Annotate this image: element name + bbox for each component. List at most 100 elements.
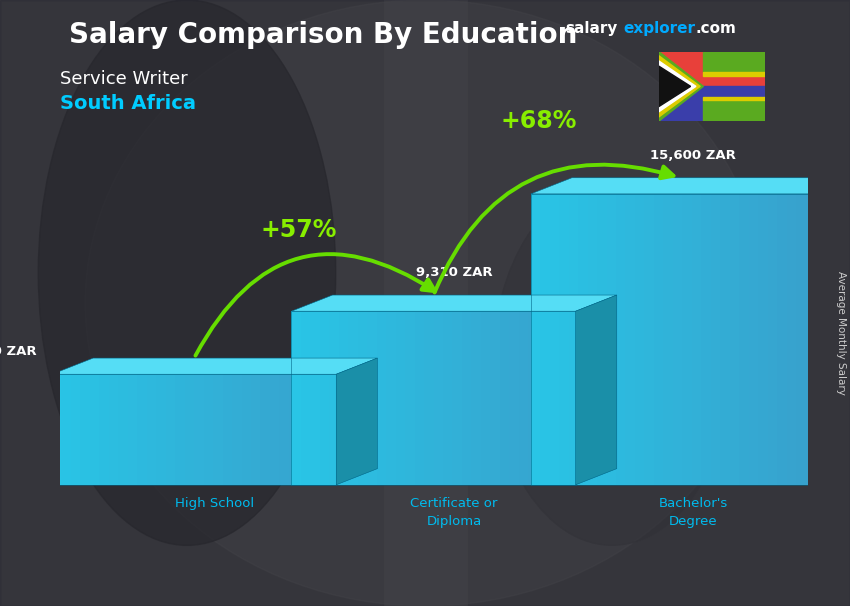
Polygon shape: [587, 194, 597, 485]
Polygon shape: [71, 375, 81, 485]
Polygon shape: [109, 375, 118, 485]
Polygon shape: [683, 194, 692, 485]
Polygon shape: [138, 375, 147, 485]
Polygon shape: [128, 375, 138, 485]
Polygon shape: [616, 194, 626, 485]
Polygon shape: [301, 311, 310, 485]
Polygon shape: [339, 311, 348, 485]
Polygon shape: [758, 194, 768, 485]
Polygon shape: [405, 311, 415, 485]
Polygon shape: [566, 311, 575, 485]
Polygon shape: [569, 194, 578, 485]
Bar: [703, 97, 765, 101]
Polygon shape: [692, 194, 701, 485]
Text: Bachelor's
Degree: Bachelor's Degree: [659, 497, 728, 528]
Polygon shape: [367, 311, 377, 485]
Polygon shape: [434, 311, 443, 485]
Polygon shape: [530, 178, 850, 194]
Polygon shape: [90, 375, 99, 485]
Polygon shape: [232, 375, 241, 485]
Polygon shape: [386, 311, 395, 485]
Polygon shape: [204, 375, 213, 485]
Polygon shape: [377, 311, 386, 485]
Polygon shape: [729, 194, 740, 485]
Polygon shape: [118, 375, 127, 485]
Polygon shape: [329, 311, 339, 485]
Polygon shape: [644, 194, 654, 485]
Polygon shape: [395, 311, 405, 485]
Polygon shape: [490, 311, 500, 485]
Polygon shape: [509, 311, 518, 485]
Bar: [659, 87, 765, 121]
Polygon shape: [720, 194, 729, 485]
Polygon shape: [175, 375, 184, 485]
Polygon shape: [806, 194, 815, 485]
Polygon shape: [415, 311, 424, 485]
Polygon shape: [815, 178, 850, 485]
FancyArrowPatch shape: [434, 165, 673, 293]
Polygon shape: [607, 194, 616, 485]
Polygon shape: [156, 375, 166, 485]
Polygon shape: [575, 295, 617, 485]
Polygon shape: [99, 375, 109, 485]
Polygon shape: [654, 194, 663, 485]
Polygon shape: [597, 194, 607, 485]
Text: Certificate or
Diploma: Certificate or Diploma: [411, 497, 498, 528]
Polygon shape: [547, 311, 557, 485]
Polygon shape: [289, 375, 298, 485]
Polygon shape: [740, 194, 749, 485]
Text: 9,310 ZAR: 9,310 ZAR: [416, 266, 492, 279]
Polygon shape: [326, 375, 337, 485]
Polygon shape: [184, 375, 194, 485]
Polygon shape: [538, 311, 547, 485]
Bar: [703, 101, 765, 121]
Polygon shape: [550, 194, 559, 485]
Polygon shape: [270, 375, 280, 485]
Text: Service Writer: Service Writer: [60, 70, 187, 88]
Text: High School: High School: [175, 497, 254, 510]
Polygon shape: [557, 311, 566, 485]
Polygon shape: [292, 311, 301, 485]
Polygon shape: [308, 375, 317, 485]
Bar: [0, 0, 382, 606]
Polygon shape: [626, 194, 635, 485]
Polygon shape: [701, 194, 711, 485]
Polygon shape: [317, 375, 326, 485]
Bar: [659, 52, 765, 87]
Text: explorer: explorer: [623, 21, 695, 36]
Polygon shape: [166, 375, 175, 485]
Bar: [703, 52, 765, 72]
Polygon shape: [260, 375, 270, 485]
Polygon shape: [559, 194, 569, 485]
Polygon shape: [749, 194, 758, 485]
Polygon shape: [280, 375, 289, 485]
Polygon shape: [358, 311, 367, 485]
Polygon shape: [673, 194, 683, 485]
Polygon shape: [786, 194, 796, 485]
Text: 5,930 ZAR: 5,930 ZAR: [0, 345, 37, 358]
Polygon shape: [81, 375, 90, 485]
Polygon shape: [241, 375, 251, 485]
Ellipse shape: [493, 182, 731, 545]
Polygon shape: [768, 194, 777, 485]
Polygon shape: [635, 194, 644, 485]
Polygon shape: [578, 194, 587, 485]
Polygon shape: [659, 52, 703, 121]
Polygon shape: [147, 375, 156, 485]
Polygon shape: [424, 311, 434, 485]
Text: +57%: +57%: [261, 218, 337, 242]
Text: Average Monthly Salary: Average Monthly Salary: [836, 271, 846, 395]
Polygon shape: [337, 358, 377, 485]
Polygon shape: [61, 375, 71, 485]
Polygon shape: [52, 375, 61, 485]
Text: salary: salary: [565, 21, 618, 36]
Polygon shape: [659, 56, 700, 117]
Text: 15,600 ZAR: 15,600 ZAR: [650, 148, 736, 162]
FancyArrowPatch shape: [196, 254, 435, 356]
Polygon shape: [452, 311, 462, 485]
Polygon shape: [213, 375, 223, 485]
Polygon shape: [500, 311, 509, 485]
Text: +68%: +68%: [500, 109, 576, 133]
Text: Salary Comparison By Education: Salary Comparison By Education: [69, 21, 577, 49]
Polygon shape: [663, 194, 673, 485]
